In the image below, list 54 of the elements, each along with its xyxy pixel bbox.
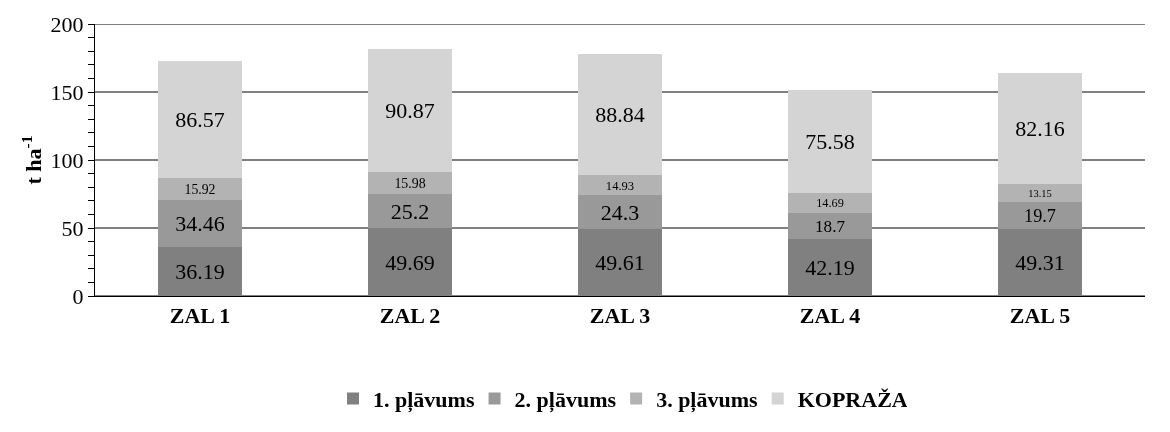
bar xyxy=(998,72,1082,185)
legend-label: 3. pļāvums xyxy=(656,386,759,413)
data-label: 49.31 xyxy=(1015,249,1065,275)
y-tick-label: 50 xyxy=(61,215,84,241)
y-tick-label: 100 xyxy=(50,147,84,173)
bar xyxy=(788,193,872,214)
bar xyxy=(998,228,1082,296)
bar xyxy=(998,202,1082,229)
bar xyxy=(998,184,1082,203)
data-label: 42.19 xyxy=(805,254,855,280)
bar xyxy=(158,178,242,200)
y-tick-label: 200 xyxy=(50,11,84,37)
data-label: 19.7 xyxy=(1024,205,1056,226)
x-tick-label: ZAL 3 xyxy=(589,303,651,329)
data-label: 86.57 xyxy=(175,106,225,132)
data-label: 88.84 xyxy=(595,102,645,128)
data-label: 49.69 xyxy=(385,249,435,275)
data-label: 75.58 xyxy=(805,129,855,155)
data-label: 13.15 xyxy=(1028,187,1052,199)
bar xyxy=(368,228,452,296)
data-label: 90.87 xyxy=(385,98,435,124)
data-label: 24.3 xyxy=(600,199,640,225)
data-label: 18.7 xyxy=(815,216,846,236)
bar xyxy=(578,54,662,176)
data-label: 82.16 xyxy=(1015,115,1065,141)
bar xyxy=(158,246,242,296)
data-label: 14.93 xyxy=(605,178,635,193)
bar xyxy=(158,60,242,179)
bar xyxy=(578,195,662,229)
data-label: 25.2 xyxy=(390,198,430,224)
legend-label: 1. pļāvums xyxy=(373,386,475,413)
legend-label: 2. pļāvums xyxy=(514,386,617,413)
bar xyxy=(368,194,452,229)
y-tick-label: 0 xyxy=(72,283,84,309)
x-tick-label: ZAL 2 xyxy=(379,303,441,329)
bar xyxy=(788,238,872,296)
bar xyxy=(788,90,872,194)
bar xyxy=(578,228,662,296)
bar xyxy=(158,199,242,247)
legend-label: KOPRAŽA xyxy=(797,386,908,412)
x-tick-label: ZAL 4 xyxy=(799,303,861,329)
bar xyxy=(368,48,452,173)
data-label: 15.92 xyxy=(184,181,216,197)
data-label: 15.98 xyxy=(394,176,426,191)
bar xyxy=(578,175,662,196)
data-label: 49.61 xyxy=(595,249,645,275)
x-tick-label: ZAL 1 xyxy=(169,303,231,329)
bar xyxy=(788,213,872,239)
data-label: 14.69 xyxy=(816,196,844,211)
x-tick-label: ZAL 5 xyxy=(1009,303,1071,329)
data-label: 34.46 xyxy=(175,210,225,236)
data-label: 36.19 xyxy=(175,258,225,284)
y-tick-label: 150 xyxy=(50,79,84,105)
bar xyxy=(368,172,452,195)
